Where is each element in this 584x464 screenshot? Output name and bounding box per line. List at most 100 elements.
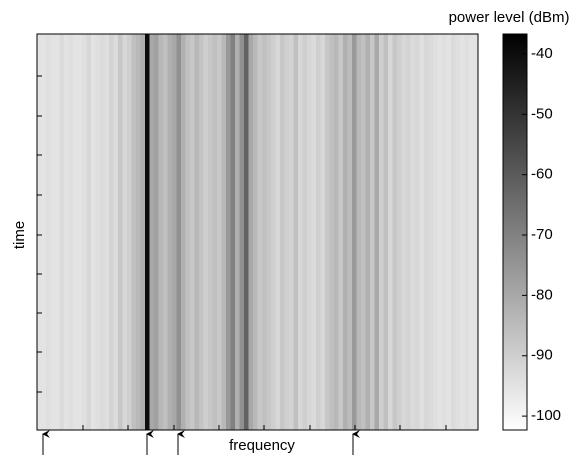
- heatmap-cell: [325, 34, 330, 430]
- heatmap-cell: [383, 34, 389, 430]
- heatmap-cell: [275, 34, 281, 430]
- heatmap-cell: [271, 34, 276, 430]
- heatmap-cell: [118, 34, 123, 430]
- heatmap-cell: [86, 34, 92, 430]
- heatmap-cell: [406, 34, 411, 430]
- y-axis-label: time: [11, 221, 28, 249]
- heatmap-cell: [311, 34, 317, 430]
- heatmap-cell: [59, 34, 65, 430]
- heatmap-cell: [145, 34, 150, 430]
- heatmap-cell: [217, 34, 222, 430]
- colorbar-tick-label: -90: [531, 347, 553, 364]
- heatmap-cell: [212, 34, 218, 430]
- heatmap-cell: [343, 34, 348, 430]
- heatmap-cell: [334, 34, 339, 430]
- heatmap-cell: [302, 34, 308, 430]
- heatmap-cell: [352, 34, 357, 430]
- heatmap-cell: [190, 34, 195, 430]
- heatmap-cell: [473, 34, 479, 430]
- heatmap-cell: [464, 34, 470, 430]
- colorbar-tick-label: -70: [531, 226, 553, 243]
- heatmap-cell: [163, 34, 168, 430]
- heatmap-cell: [365, 34, 371, 430]
- heatmap-cell: [289, 34, 294, 430]
- heatmap-cell: [442, 34, 447, 430]
- heatmap-cell: [446, 34, 452, 430]
- x-axis-label: frequency: [229, 437, 295, 454]
- colorbar-tick-label: -80: [531, 286, 553, 303]
- heatmap-cell: [437, 34, 443, 430]
- heatmap-cell: [329, 34, 335, 430]
- arrows: [42, 430, 360, 455]
- heatmap-cell: [37, 34, 42, 430]
- heatmap-cell: [419, 34, 425, 430]
- heatmap-cell: [469, 34, 474, 430]
- heatmap-cell: [356, 34, 362, 430]
- heatmap-cell: [158, 34, 164, 430]
- heatmap-cell: [235, 34, 240, 430]
- heatmap-cell: [172, 34, 177, 430]
- heatmap-cell: [154, 34, 159, 430]
- heatmap-cell: [239, 34, 245, 430]
- heatmap-cell: [55, 34, 60, 430]
- heatmap-cell: [379, 34, 384, 430]
- heatmap-cell: [199, 34, 204, 430]
- colorbar-tick-label: -100: [531, 407, 561, 424]
- heatmap-cell: [244, 34, 249, 430]
- heatmap-cell: [266, 34, 272, 430]
- heatmap-cell: [41, 34, 47, 430]
- heatmap-cell: [392, 34, 398, 430]
- plot-frame: [36, 33, 479, 431]
- heatmap-cell: [73, 34, 78, 430]
- heatmap-cell: [50, 34, 56, 430]
- heatmap-cell: [316, 34, 321, 430]
- heatmap-cell: [176, 34, 182, 430]
- heatmap-cell: [68, 34, 74, 430]
- heatmap-cell: [415, 34, 420, 430]
- heatmap-cell: [221, 34, 227, 430]
- heatmap-cell: [181, 34, 186, 430]
- heatmap-cell: [109, 34, 114, 430]
- heatmap-cell: [338, 34, 344, 430]
- heatmap-cell: [451, 34, 456, 430]
- heatmap-cell: [257, 34, 263, 430]
- heatmap-cell: [293, 34, 299, 430]
- heatmap-cell: [284, 34, 290, 430]
- heatmap-cell: [167, 34, 173, 430]
- heatmap-cell: [104, 34, 110, 430]
- heatmap-cell: [226, 34, 231, 430]
- heatmap-cell: [347, 34, 353, 430]
- heatmap-cell: [140, 34, 146, 430]
- colorbar-tick-label: -40: [531, 45, 553, 62]
- heatmap-cell: [208, 34, 213, 430]
- heatmap-cell: [397, 34, 402, 430]
- heatmap-cell: [428, 34, 434, 430]
- heatmap-cell: [433, 34, 438, 430]
- heatmap-cell: [194, 34, 200, 430]
- heatmap-cell: [248, 34, 254, 430]
- colorbar-tick-label: -60: [531, 166, 553, 183]
- heatmap-cell: [185, 34, 191, 430]
- heatmap-cell: [280, 34, 285, 430]
- heatmap-cell: [370, 34, 375, 430]
- heatmap-cell: [100, 34, 105, 430]
- heatmap-cell: [455, 34, 461, 430]
- colorbar-tick-label: -50: [531, 105, 553, 122]
- heatmap-cell: [320, 34, 326, 430]
- heatmap-cell: [253, 34, 258, 430]
- heatmap-cell: [136, 34, 141, 430]
- heatmap-cell: [95, 34, 101, 430]
- heatmap-cell: [410, 34, 416, 430]
- heatmap-cell: [262, 34, 267, 430]
- heatmap-cell: [127, 34, 132, 430]
- heatmap-cell: [203, 34, 209, 430]
- heatmap-cell: [82, 34, 87, 430]
- heatmap-cell: [307, 34, 312, 430]
- heatmap-cell: [64, 34, 69, 430]
- heatmap-cell: [91, 34, 96, 430]
- heatmap-cell: [388, 34, 393, 430]
- colorbar: [502, 33, 528, 431]
- heatmap-cell: [361, 34, 366, 430]
- heatmap-cell: [46, 34, 51, 430]
